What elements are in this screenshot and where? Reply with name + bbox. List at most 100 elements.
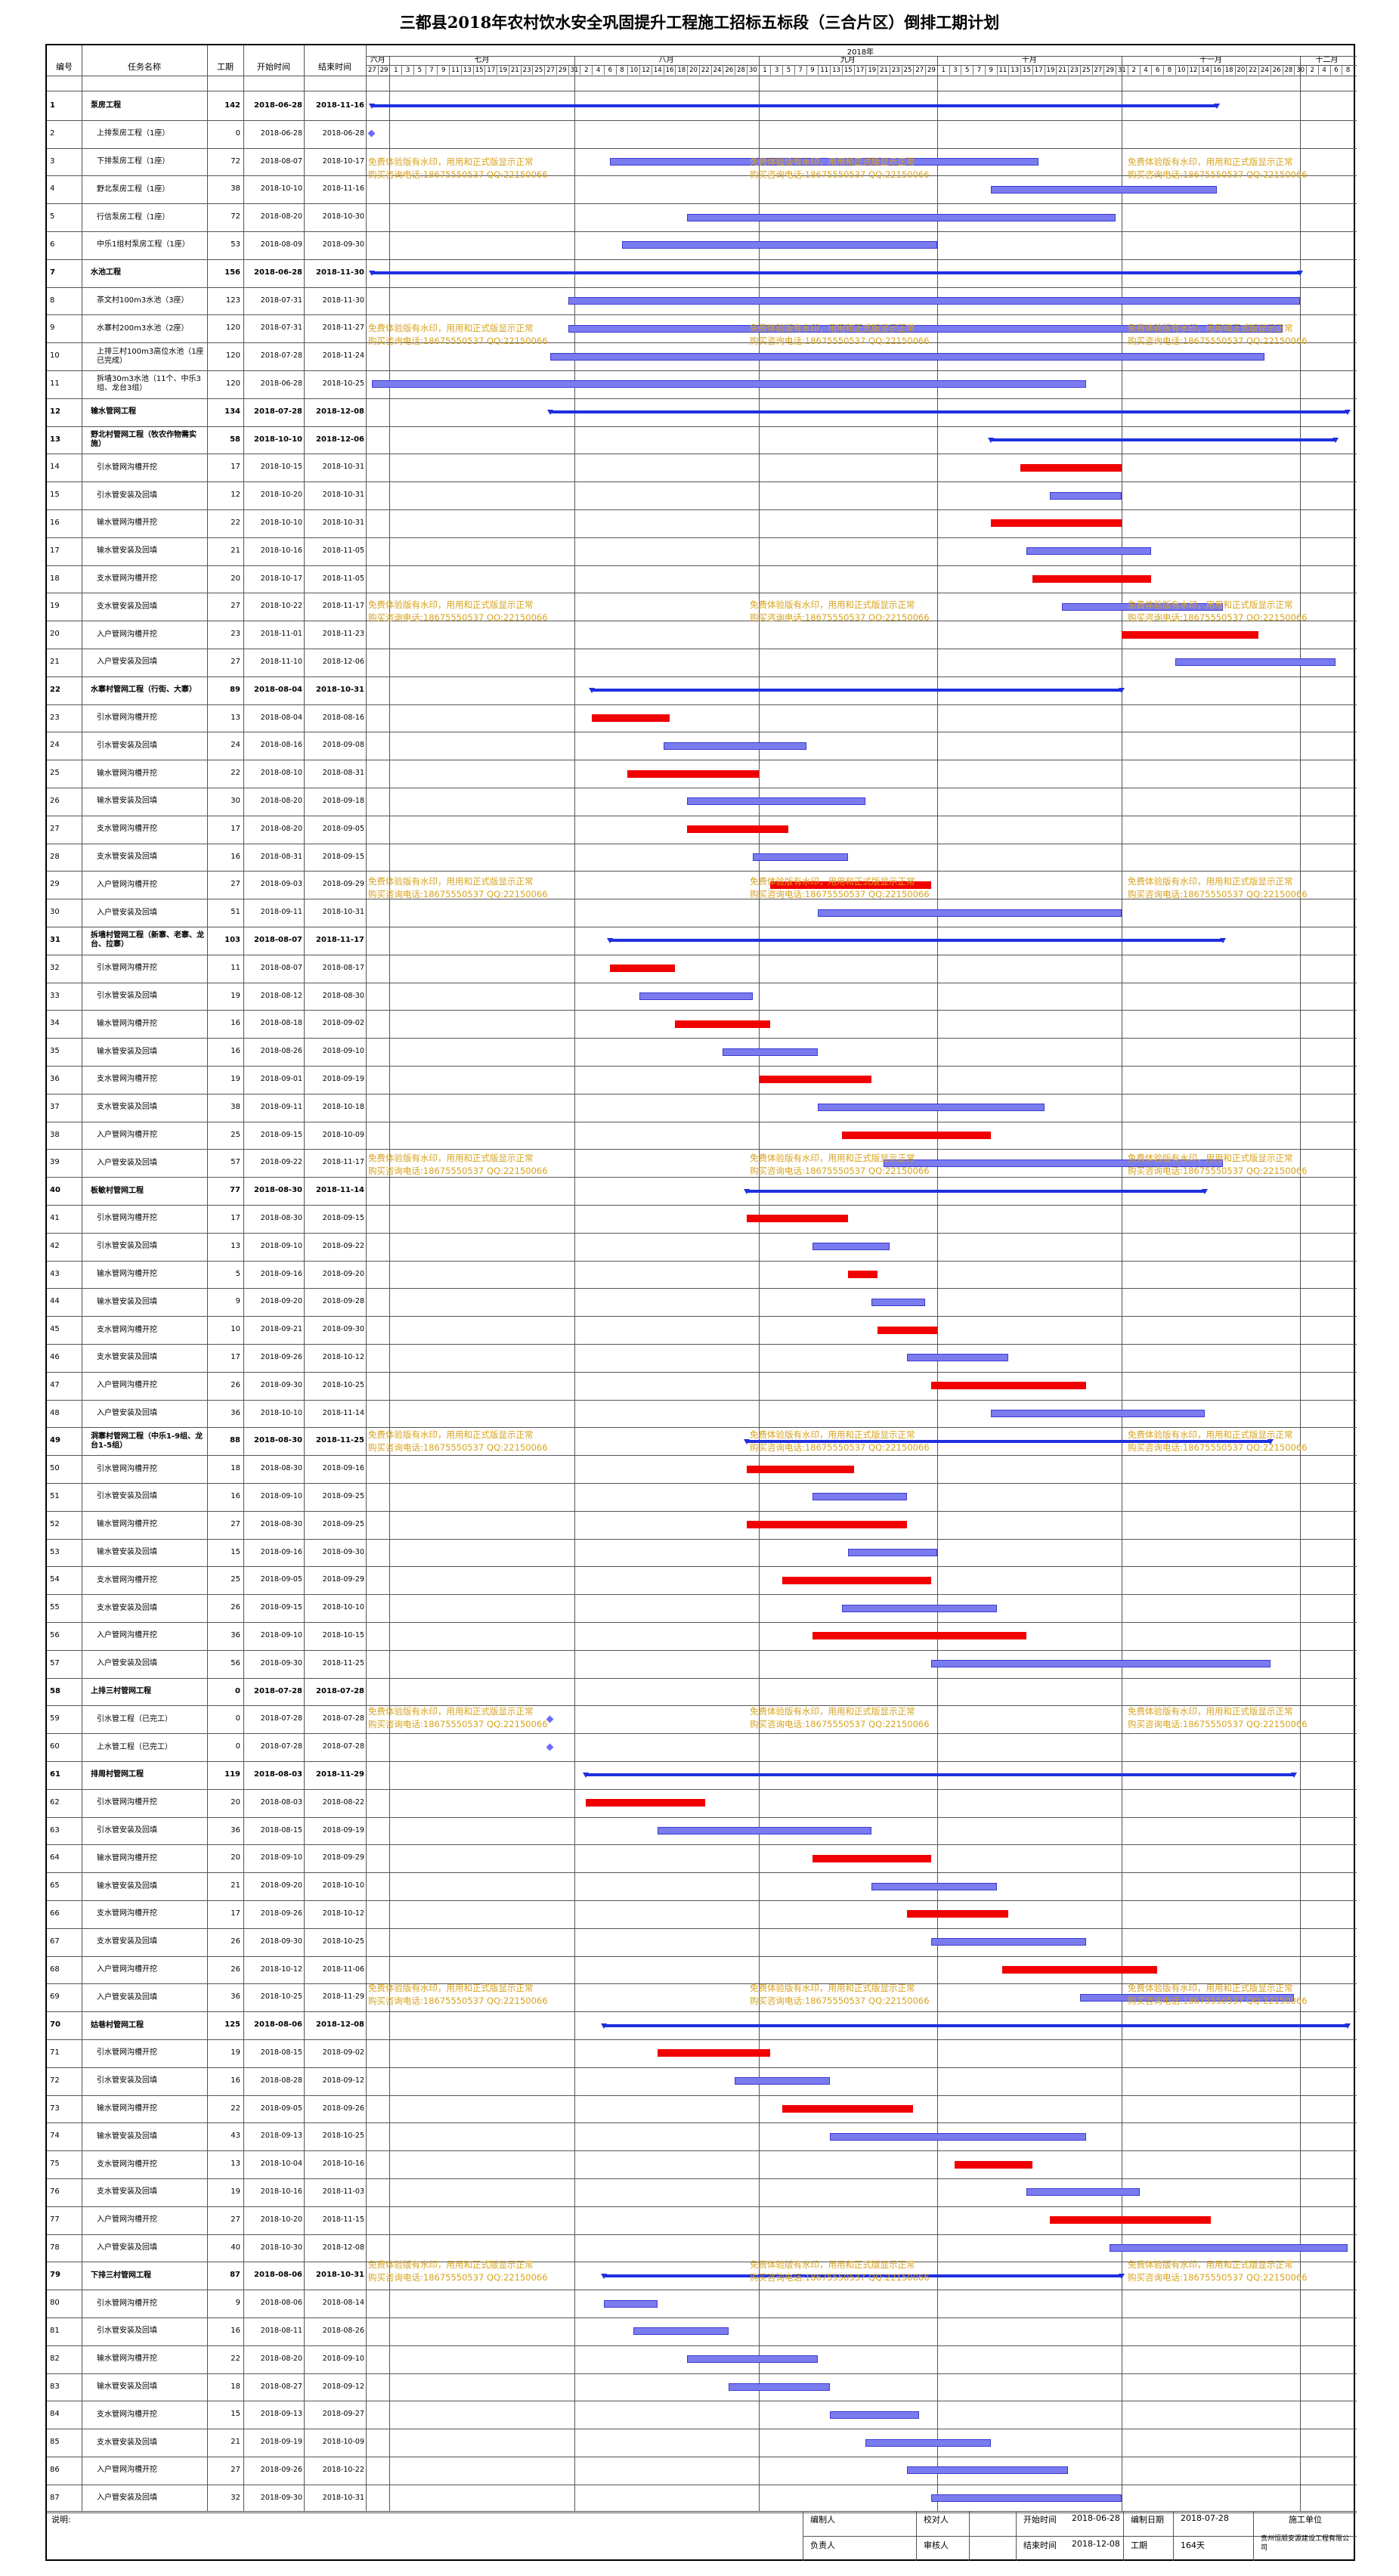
watermark-text: 免费体验版有水印，用用和正式版显示正常 购买咨询电话:18675550537 QQ… (368, 1705, 548, 1731)
summary-bar-end-cap (1345, 2023, 1351, 2029)
summary-bar-end-cap (1332, 438, 1339, 443)
day-tick: 5 (782, 66, 794, 75)
row-divider (47, 119, 1357, 121)
table-row-id: 22 (50, 685, 60, 694)
summary-bar-start-cap (600, 2023, 607, 2029)
table-row-start: 2018-10-20 (260, 491, 302, 500)
row-divider (47, 2067, 1357, 2068)
table-row-name: 入户管安装及回填 (97, 1659, 157, 1668)
table-row-end: 2018-09-08 (322, 741, 364, 750)
table-row-end: 2018-09-05 (322, 824, 364, 833)
table-row-id: 78 (50, 2243, 60, 2252)
table-row-name: 板敏村管网工程 (91, 1186, 144, 1195)
task-bar (639, 992, 753, 1000)
day-tick: 1 (936, 66, 949, 75)
table-row-name: 支水管安装及回填 (97, 1103, 157, 1112)
task-bar (818, 1104, 1045, 1112)
month-label: 九月 (840, 56, 856, 64)
footer-start-label: 开始时间 (1023, 2515, 1057, 2525)
table-row-end: 2018-08-22 (322, 1797, 364, 1807)
day-tick: 6 (1329, 66, 1342, 75)
day-tick: 27 (366, 66, 378, 75)
row-divider (47, 2206, 1357, 2207)
task-bar (990, 519, 1122, 528)
table-row-start: 2018-07-28 (260, 1742, 302, 1751)
table-row-id: 59 (50, 1714, 60, 1723)
table-row-name: 入户管安装及回填 (97, 2243, 157, 2252)
table-row-duration: 51 (231, 908, 240, 917)
table-row-duration: 18 (231, 2382, 240, 2391)
watermark-line: 购买咨询电话:18675550537 QQ:22150066 (750, 1442, 930, 1453)
table-row-name: 输水管网沟槽开挖 (97, 769, 157, 778)
table-row-end: 2018-11-27 (322, 324, 364, 333)
table-row-id: 2 (50, 128, 55, 138)
table-row-end: 2018-09-30 (322, 240, 364, 249)
table-row-id: 87 (50, 2493, 60, 2502)
table-row-duration: 17 (231, 824, 240, 833)
watermark-line: 购买咨询电话:18675550537 QQ:22150066 (368, 1166, 548, 1176)
column-divider (243, 45, 244, 2511)
table-row-duration: 142 (224, 101, 240, 110)
table-row-start: 2018-08-30 (254, 1436, 302, 1445)
table-row-duration: 22 (231, 2354, 240, 2363)
table-row-name: 引水管网沟槽开挖 (97, 1214, 157, 1223)
table-row-end: 2018-11-14 (316, 1186, 364, 1195)
watermark-line: 免费体验版有水印，用用和正式版显示正常 (368, 1153, 534, 1163)
table-row-duration: 125 (224, 2020, 240, 2030)
table-row-id: 8 (50, 296, 55, 305)
table-row-id: 40 (50, 1186, 60, 1195)
table-row-name: 水池工程 (91, 268, 121, 277)
watermark-line: 购买咨询电话:18675550537 QQ:22150066 (368, 1442, 548, 1453)
row-divider (47, 1260, 1357, 1262)
footer-divider (1123, 2511, 1124, 2561)
table-row-id: 81 (50, 2327, 60, 2335)
row-divider (47, 537, 1357, 538)
watermark-line: 购买咨询电话:18675550537 QQ:22150066 (368, 612, 548, 623)
row-divider (47, 565, 1357, 566)
table-row-end: 2018-08-14 (322, 2299, 364, 2308)
summary-bar-end-cap (1118, 2273, 1125, 2279)
table-row-end: 2018-09-02 (322, 1019, 364, 1028)
day-tick: 18 (675, 66, 687, 75)
day-tick: 27 (913, 66, 925, 75)
table-row-duration: 11 (231, 963, 240, 972)
table-row-id: 32 (50, 963, 60, 972)
table-row-start: 2018-09-10 (260, 1492, 302, 1500)
task-bar (782, 2105, 914, 2113)
table-row-duration: 16 (231, 2327, 240, 2335)
month-divider (574, 56, 575, 2511)
table-row-name: 引水管安装及回填 (97, 2076, 157, 2085)
watermark-line: 购买咨询电话:18675550537 QQ:22150066 (368, 889, 548, 899)
table-row-start: 2018-08-04 (254, 685, 302, 694)
day-tick: 17 (484, 66, 497, 75)
watermark-line: 免费体验版有水印，用用和正式版显示正常 (1128, 156, 1293, 167)
table-row-duration: 25 (231, 1575, 240, 1584)
table-row-start: 2018-08-03 (254, 1770, 302, 1779)
table-row-name: 引水管网沟槽开挖 (97, 713, 157, 722)
table-row-duration: 119 (224, 1770, 240, 1779)
watermark-line: 购买咨询电话:18675550537 QQ:22150066 (368, 2272, 548, 2283)
table-row-name: 引水管网沟槽开挖 (97, 2048, 157, 2057)
table-row-end: 2018-09-29 (322, 880, 364, 889)
watermark-line: 免费体验版有水印，用用和正式版显示正常 (750, 323, 915, 333)
footer-divider (916, 2511, 917, 2561)
table-row-start: 2018-09-16 (260, 1547, 302, 1556)
summary-bar (603, 2274, 1122, 2277)
table-row-name: 输水管网沟槽开挖 (97, 1520, 157, 1529)
table-row-duration: 134 (224, 407, 240, 416)
month-label: 十二月 (1315, 56, 1339, 64)
table-row-start: 2018-08-04 (260, 713, 302, 722)
table-row-end: 2018-10-25 (322, 379, 364, 388)
day-tick: 22 (698, 66, 711, 75)
table-row-id: 71 (50, 2048, 60, 2057)
task-bar (812, 1493, 908, 1501)
watermark-text: 免费体验版有水印，用用和正式版显示正常 购买咨询电话:18675550537 QQ… (368, 1982, 548, 2008)
table-row-id: 80 (50, 2299, 60, 2308)
table-row-end: 2018-08-16 (322, 713, 364, 722)
day-tick: 14 (651, 66, 664, 75)
table-row-start: 2018-09-30 (260, 2493, 302, 2502)
row-divider (47, 203, 1357, 205)
watermark-line: 免费体验版有水印，用用和正式版显示正常 (750, 156, 915, 167)
table-row-end: 2018-09-10 (322, 1047, 364, 1056)
table-row-name: 输水管网沟槽开挖 (97, 1853, 157, 1862)
